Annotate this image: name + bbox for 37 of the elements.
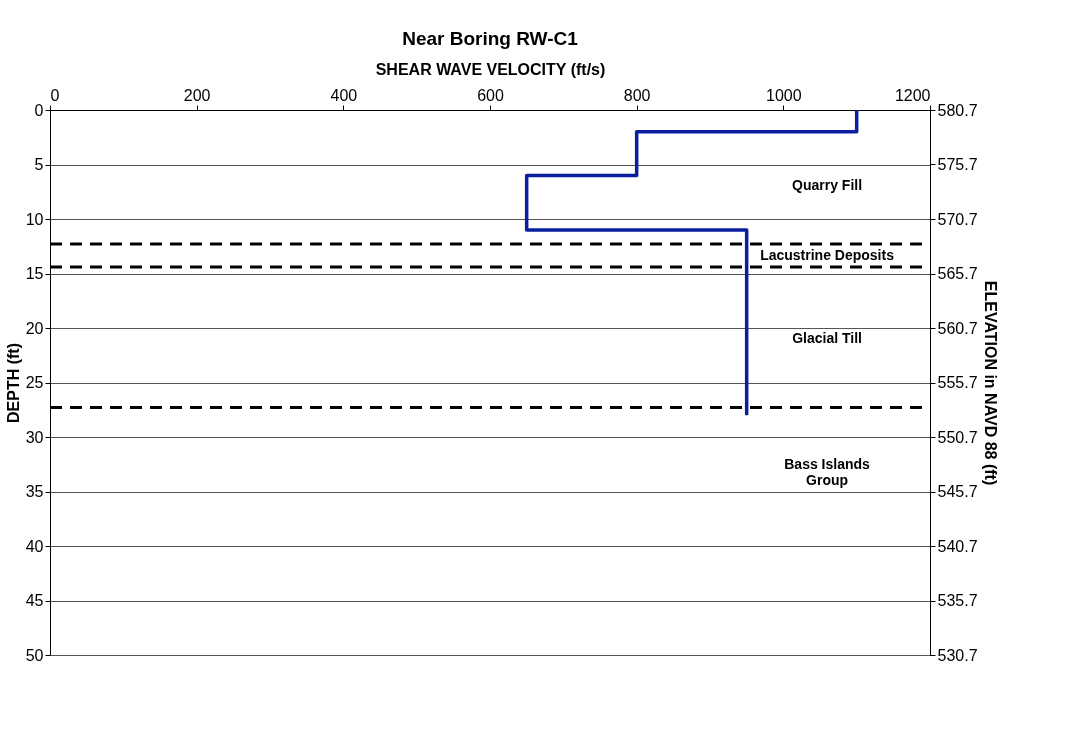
x-tick-label: 0 bbox=[50, 86, 60, 104]
y2-tick-label: 550.7 bbox=[937, 428, 978, 446]
annotation: Lacustrine Deposits bbox=[760, 247, 895, 264]
y-axis-title: DEPTH (ft) bbox=[4, 343, 22, 423]
y2-tick-label: 540.7 bbox=[937, 537, 978, 555]
x-tick-label: 200 bbox=[183, 86, 211, 104]
annotation: Bass Islands Group bbox=[784, 456, 871, 489]
annotation: Quarry Fill bbox=[792, 177, 863, 194]
x-tick-label: 600 bbox=[477, 86, 504, 104]
y-tick-label: 30 bbox=[25, 428, 44, 446]
y2-axis-title: ELEVATION in NAVD 88 (ft) bbox=[981, 280, 999, 486]
x-tick-label: 1200 bbox=[894, 86, 931, 104]
y-tick-label: 50 bbox=[25, 646, 44, 664]
y2-tick-label: 580.7 bbox=[937, 101, 978, 119]
y-tick-label: 5 bbox=[34, 156, 44, 173]
y2-tick-label: 570.7 bbox=[937, 210, 978, 228]
x-axis-title: SHEAR WAVE VELOCITY (ft/s) bbox=[375, 60, 606, 78]
y2-tick-label: 565.7 bbox=[937, 265, 978, 282]
x-tick-label: 800 bbox=[623, 86, 651, 104]
y2-tick-label: 560.7 bbox=[937, 319, 978, 337]
y-tick-label: 10 bbox=[25, 210, 44, 228]
y-tick-label: 15 bbox=[25, 265, 44, 282]
annotation: Glacial Till bbox=[792, 329, 862, 346]
y2-tick-label: 555.7 bbox=[937, 374, 978, 391]
y-tick-label: 25 bbox=[25, 374, 44, 391]
y-tick-label: 0 bbox=[34, 101, 44, 119]
y2-tick-label: 530.7 bbox=[937, 646, 978, 664]
y-tick-label: 45 bbox=[25, 592, 44, 609]
y-tick-label: 35 bbox=[25, 483, 44, 500]
chart-title: Near Boring RW-C1 bbox=[402, 28, 579, 49]
x-tick-label: 1000 bbox=[766, 86, 802, 104]
y-tick-label: 40 bbox=[25, 537, 44, 555]
y2-tick-label: 535.7 bbox=[937, 592, 978, 609]
y2-tick-label: 545.7 bbox=[937, 483, 978, 500]
y-tick-label: 20 bbox=[25, 319, 44, 337]
y2-tick-label: 575.7 bbox=[937, 156, 978, 173]
x-tick-label: 400 bbox=[330, 86, 358, 104]
